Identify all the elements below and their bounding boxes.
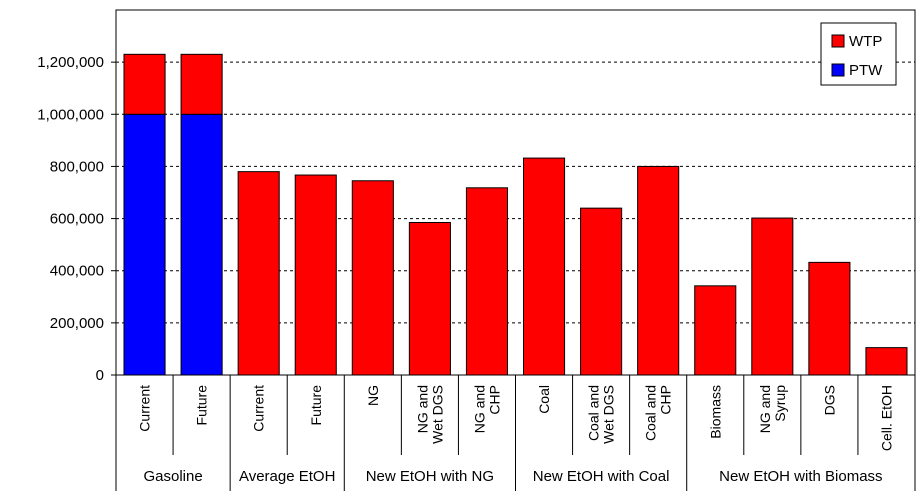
group-label: New EtOH with Biomass xyxy=(719,468,882,485)
bar-wtp xyxy=(580,207,623,376)
category-label: Current xyxy=(137,385,153,432)
category-label: NG xyxy=(365,385,381,406)
category-label: Future xyxy=(308,385,324,426)
group-label: Average EtOH xyxy=(239,468,335,485)
category-label: NG and xyxy=(757,385,773,433)
category-label: Coal and xyxy=(643,385,659,441)
legend-swatch-ptw xyxy=(831,63,845,77)
category-label: Wet DGS xyxy=(429,385,445,444)
y-tick-label: 1,000,000 xyxy=(37,106,104,123)
category-label: CHP xyxy=(486,385,502,415)
bar-wtp xyxy=(408,221,451,376)
category-label: Current xyxy=(251,385,267,432)
bar-wtp xyxy=(522,157,566,376)
category-label: Biomass xyxy=(707,385,723,439)
plot-frame xyxy=(115,9,916,376)
bar-wtp xyxy=(637,165,680,376)
category-label: Cell. EtOH xyxy=(878,385,894,451)
y-tick-label: 800,000 xyxy=(50,158,104,175)
y-tick-label: 0 xyxy=(96,367,104,384)
category-label: NG and xyxy=(414,385,430,433)
category-label: Coal xyxy=(536,385,552,414)
bar-wtp xyxy=(465,187,509,376)
bar-wtp xyxy=(694,285,737,376)
legend-label-wtp: WTP xyxy=(849,33,882,50)
bar-wtp xyxy=(351,180,394,376)
bar-wtp xyxy=(865,347,908,376)
category-label: Syrup xyxy=(772,385,788,422)
bar-wtp xyxy=(808,261,851,376)
legend-label-ptw: PTW xyxy=(849,62,883,79)
group-label: New EtOH with NG xyxy=(366,468,494,485)
category-label: Future xyxy=(194,385,210,426)
bar-ptw xyxy=(180,113,223,376)
y-tick-label: 400,000 xyxy=(50,263,104,280)
bar-wtp xyxy=(180,53,223,115)
group-label: Gasoline xyxy=(143,468,202,485)
category-label: DGS xyxy=(821,385,837,415)
y-tick-label: 1,200,000 xyxy=(37,54,104,71)
category-label: NG and xyxy=(471,385,487,433)
category-label: CHP xyxy=(658,385,674,415)
bar-wtp xyxy=(123,53,166,115)
group-label: New EtOH with Coal xyxy=(533,468,670,485)
category-label: Coal and xyxy=(586,385,602,441)
bar-wtp xyxy=(237,171,280,376)
bar-wtp xyxy=(294,174,337,376)
category-label: Wet DGS xyxy=(601,385,617,444)
y-tick-label: 600,000 xyxy=(50,211,104,228)
bar-ptw xyxy=(123,113,166,376)
legend-swatch-wtp xyxy=(831,34,845,48)
bar-wtp xyxy=(751,217,794,376)
y-tick-label: 200,000 xyxy=(50,315,104,332)
